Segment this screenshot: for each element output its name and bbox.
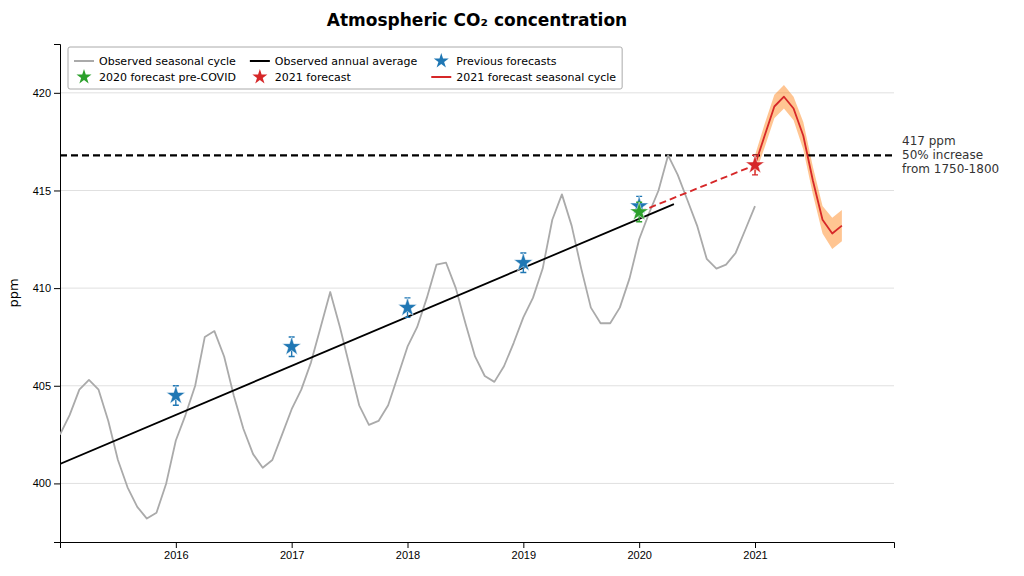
tick: 2020 xyxy=(627,542,651,561)
legend-swatch xyxy=(434,53,449,67)
legend-swatch xyxy=(76,69,91,83)
point xyxy=(166,386,185,404)
tick: 2017 xyxy=(280,542,304,561)
tick-label: 2016 xyxy=(164,549,188,561)
tick-mark xyxy=(639,542,640,548)
tick-label: 2019 xyxy=(512,549,536,561)
y-axis-title: ppm xyxy=(6,278,21,307)
title: Atmospheric CO₂ concentration xyxy=(327,10,627,30)
legend-label: 2021 forecast seasonal cycle xyxy=(456,71,616,84)
grid-line xyxy=(60,385,894,386)
axis-line xyxy=(61,543,895,549)
band xyxy=(755,85,842,249)
legend-swatch xyxy=(74,60,94,62)
tick-mark xyxy=(176,542,177,548)
reference-line xyxy=(60,154,894,156)
tick: 2018 xyxy=(396,542,420,561)
axis-line xyxy=(54,45,61,543)
tick-label: 2018 xyxy=(396,549,420,561)
legend-label: Observed annual average xyxy=(275,55,418,68)
tick: 415 xyxy=(33,184,60,196)
tick-mark xyxy=(755,542,756,548)
tick-mark xyxy=(54,288,60,289)
tick: 405 xyxy=(33,380,60,392)
point xyxy=(282,337,301,355)
line xyxy=(639,165,755,212)
legend-swatch xyxy=(431,76,451,78)
tick-mark xyxy=(54,93,60,94)
tick: 2021 xyxy=(743,542,767,561)
point xyxy=(514,253,533,271)
tick-label: 2017 xyxy=(280,549,304,561)
tick-mark xyxy=(523,542,524,548)
legend: Observed seasonal cycle Observed annual a… xyxy=(68,47,622,89)
tick: 400 xyxy=(33,477,60,489)
tick-mark xyxy=(408,542,409,548)
tick-mark xyxy=(54,483,60,484)
legend-swatch xyxy=(250,60,270,62)
tick-mark xyxy=(54,190,60,191)
line xyxy=(60,204,674,464)
tick-label: 405 xyxy=(33,380,51,392)
grid xyxy=(60,93,894,484)
tick: 2016 xyxy=(164,542,188,561)
grid-line xyxy=(60,483,894,484)
legend-item: 2021 forecast xyxy=(252,69,351,84)
tick-label: 415 xyxy=(33,184,51,196)
line xyxy=(755,97,842,234)
annotation: 417 ppm50% increasefrom 1750-1800 xyxy=(902,134,999,176)
grid-line xyxy=(60,190,894,191)
tick-mark xyxy=(292,542,293,548)
legend-item: Observed seasonal cycle xyxy=(74,55,236,68)
legend-item: Previous forecasts xyxy=(434,53,557,68)
legend-item: 2021 forecast seasonal cycle xyxy=(431,71,616,84)
legend-item: 2020 forecast pre-COVID xyxy=(76,69,235,84)
tick: 2019 xyxy=(512,542,536,561)
tick-label: 2021 xyxy=(743,549,767,561)
legend-swatch xyxy=(252,69,267,83)
chart: 2016201720182019202020214004054104154204… xyxy=(0,0,1024,576)
marks xyxy=(60,85,894,519)
legend-item: Observed annual average xyxy=(250,55,418,68)
tick-mark xyxy=(54,386,60,387)
y-axis: 400 405 410 415 420 xyxy=(33,45,61,543)
legend-label: 2021 forecast xyxy=(275,71,352,84)
tick-label: 420 xyxy=(33,87,51,99)
legend-label: Previous forecasts xyxy=(456,55,556,68)
x-axis: 2016 2017 2018 2019 2020 2021 xyxy=(61,542,895,561)
line xyxy=(60,155,755,518)
legend-box xyxy=(68,47,622,89)
legend-label: Observed seasonal cycle xyxy=(99,55,236,68)
point xyxy=(630,202,649,220)
point xyxy=(398,298,417,316)
grid-line xyxy=(60,92,894,93)
tick: 420 xyxy=(33,87,60,99)
tick-label: 2020 xyxy=(627,549,651,561)
plot-area: 2016201720182019202020214004054104154204… xyxy=(33,45,1000,561)
tick-label: 410 xyxy=(33,282,51,294)
legend-label: 2020 forecast pre-COVID xyxy=(99,71,236,84)
tick-label: 400 xyxy=(33,477,51,489)
point xyxy=(746,155,765,173)
tick: 410 xyxy=(33,282,60,294)
